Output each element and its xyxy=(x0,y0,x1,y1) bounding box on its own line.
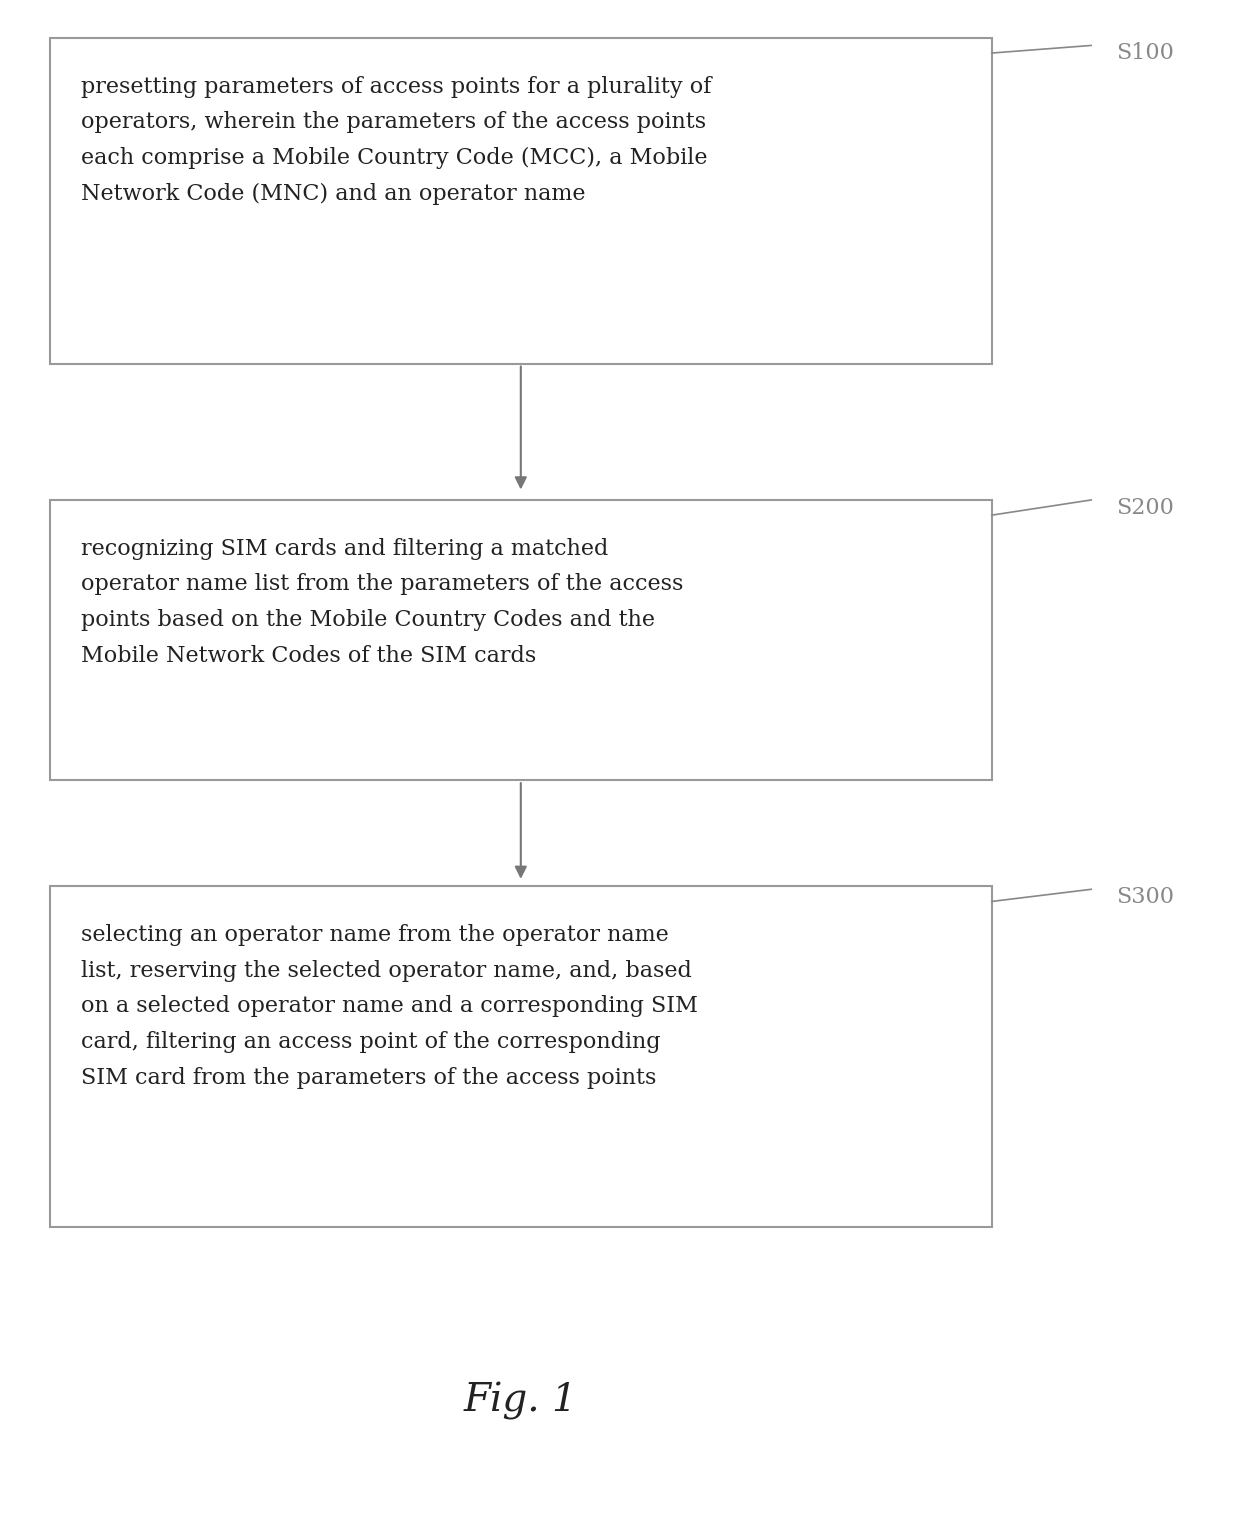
Text: selecting an operator name from the operator name
list, reserving the selected o: selecting an operator name from the oper… xyxy=(81,924,697,1089)
FancyBboxPatch shape xyxy=(50,500,992,780)
Text: presetting parameters of access points for a plurality of
operators, wherein the: presetting parameters of access points f… xyxy=(81,76,711,205)
Text: S100: S100 xyxy=(1116,42,1174,64)
Text: Fig. 1: Fig. 1 xyxy=(464,1382,578,1421)
Text: S300: S300 xyxy=(1116,886,1174,907)
FancyBboxPatch shape xyxy=(50,886,992,1227)
FancyBboxPatch shape xyxy=(50,38,992,364)
Text: S200: S200 xyxy=(1116,497,1174,518)
Text: recognizing SIM cards and filtering a matched
operator name list from the parame: recognizing SIM cards and filtering a ma… xyxy=(81,538,683,667)
